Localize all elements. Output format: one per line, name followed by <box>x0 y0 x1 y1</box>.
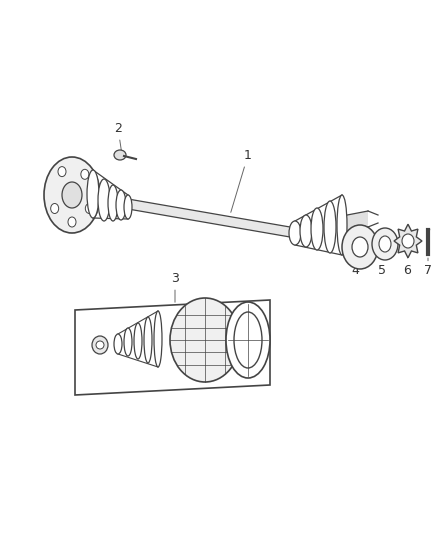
Polygon shape <box>393 224 421 258</box>
Ellipse shape <box>108 185 118 221</box>
Polygon shape <box>341 211 367 232</box>
Ellipse shape <box>226 302 269 378</box>
Ellipse shape <box>323 201 335 253</box>
Ellipse shape <box>58 167 66 176</box>
Ellipse shape <box>378 236 390 252</box>
Ellipse shape <box>87 170 99 218</box>
Ellipse shape <box>96 341 104 349</box>
Ellipse shape <box>371 228 397 260</box>
Text: 6: 6 <box>402 251 410 277</box>
Text: 1: 1 <box>230 149 251 212</box>
Ellipse shape <box>44 157 100 233</box>
Ellipse shape <box>124 328 132 356</box>
Polygon shape <box>75 300 269 395</box>
Ellipse shape <box>299 215 311 247</box>
Ellipse shape <box>310 208 322 250</box>
Ellipse shape <box>85 204 93 214</box>
Ellipse shape <box>288 221 300 245</box>
Text: 7: 7 <box>423 258 431 277</box>
Ellipse shape <box>92 336 108 354</box>
Ellipse shape <box>144 317 152 363</box>
Ellipse shape <box>81 169 88 179</box>
Ellipse shape <box>154 311 162 367</box>
Text: 3: 3 <box>171 271 179 302</box>
Ellipse shape <box>114 150 126 160</box>
Ellipse shape <box>233 312 261 368</box>
Ellipse shape <box>98 179 110 221</box>
Ellipse shape <box>134 323 141 359</box>
Ellipse shape <box>341 225 377 269</box>
Ellipse shape <box>351 237 367 257</box>
Ellipse shape <box>62 182 82 208</box>
Polygon shape <box>128 199 290 237</box>
Ellipse shape <box>170 298 240 382</box>
Ellipse shape <box>124 195 132 219</box>
Ellipse shape <box>401 234 413 248</box>
Ellipse shape <box>50 204 59 214</box>
Text: 2: 2 <box>114 122 122 152</box>
Ellipse shape <box>68 217 76 227</box>
Ellipse shape <box>116 190 126 220</box>
Text: 4: 4 <box>350 250 359 277</box>
Ellipse shape <box>114 334 122 354</box>
Text: 5: 5 <box>377 251 385 277</box>
Ellipse shape <box>336 195 346 255</box>
